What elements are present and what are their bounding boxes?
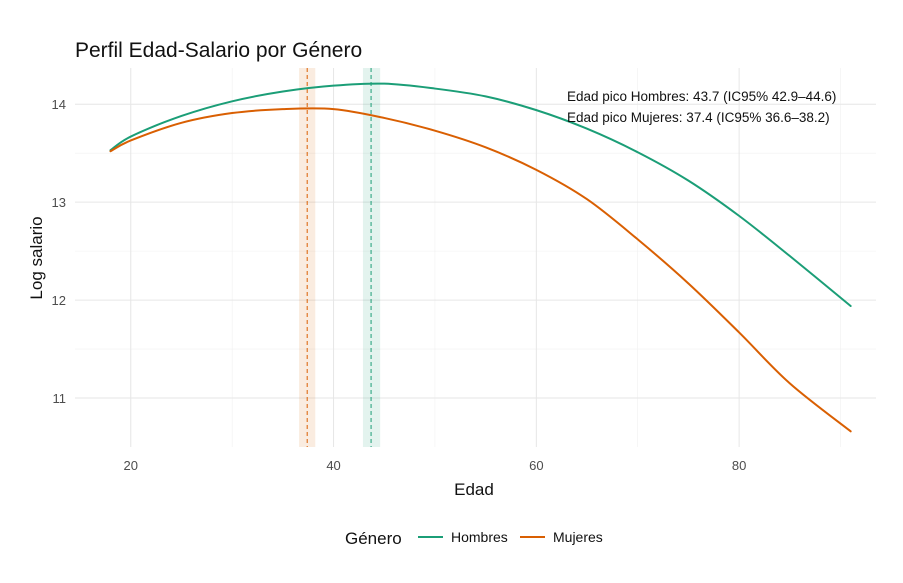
ci-band-hombres <box>362 68 381 447</box>
y-tick-label: 12 <box>52 293 66 308</box>
x-tick-label: 80 <box>732 458 746 473</box>
y-tick-label: 14 <box>52 97 66 112</box>
peak-ci-bands <box>299 68 381 447</box>
peak-annotation-hombres: Edad pico Hombres: 43.7 (IC95% 42.9–44.6… <box>567 89 836 104</box>
x-tick-label: 20 <box>124 458 138 473</box>
grid <box>75 68 876 447</box>
chart-title: Perfil Edad-Salario por Género <box>75 39 362 62</box>
x-tick-label: 60 <box>529 458 543 473</box>
legend-label-hombres: Hombres <box>451 529 508 545</box>
x-tick-label: 40 <box>326 458 340 473</box>
peak-annotation-mujeres: Edad pico Mujeres: 37.4 (IC95% 36.6–38.2… <box>567 110 830 125</box>
legend-label-mujeres: Mujeres <box>553 529 603 545</box>
legend: Género Hombres Mujeres <box>345 529 603 548</box>
y-tick-label: 13 <box>52 195 66 210</box>
y-tick-label: 11 <box>53 391 67 406</box>
tick-labels: 20 40 60 80 11 12 13 14 <box>52 97 747 473</box>
series-line-hombres <box>109 82 852 307</box>
x-axis-label: Edad <box>454 480 494 499</box>
series-line-mujeres <box>109 107 852 433</box>
series-lines <box>109 82 852 433</box>
y-axis-label: Log salario <box>27 216 46 299</box>
legend-title: Género <box>345 529 402 548</box>
